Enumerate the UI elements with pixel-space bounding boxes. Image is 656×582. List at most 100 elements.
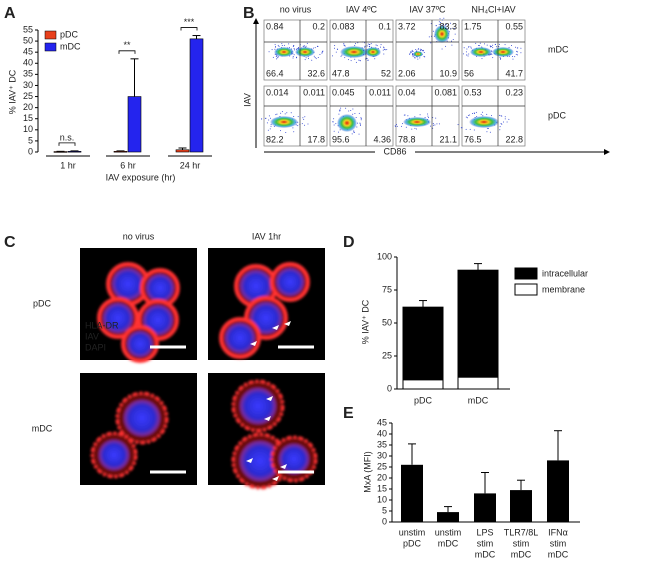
event-dot	[475, 111, 477, 113]
event-dot	[404, 114, 406, 116]
x-axis-label: IAV exposure (hr)	[106, 172, 176, 182]
event-dot	[313, 55, 315, 57]
event-dot	[338, 113, 340, 115]
stain-legend: DAPI	[85, 342, 106, 352]
column-header: IAV 4ºC	[346, 4, 378, 14]
y-tick-label: 0	[382, 516, 387, 526]
bar-segment	[402, 379, 444, 390]
event-dot	[489, 131, 491, 133]
density-blob	[270, 116, 298, 128]
column-header: no virus	[123, 231, 155, 241]
event-dot	[306, 42, 308, 44]
y-tick-label: 5	[382, 505, 387, 515]
event-dot	[358, 59, 360, 61]
nucleus	[127, 331, 153, 357]
event-dot	[511, 44, 513, 46]
event-dot	[396, 125, 398, 127]
event-dot	[293, 54, 295, 56]
event-dot	[302, 117, 304, 119]
event-dot	[463, 47, 465, 49]
event-dot	[414, 127, 416, 129]
event-dot	[443, 17, 445, 19]
event-dot	[274, 44, 276, 46]
column-header: IAV 37ºC	[409, 4, 446, 14]
event-dot	[354, 58, 356, 60]
event-dot	[261, 118, 263, 120]
quadrant-value: 2.06	[398, 68, 416, 78]
y-tick-label: 50	[382, 317, 392, 327]
event-dot	[436, 123, 438, 125]
flow-plot-frame	[263, 85, 328, 147]
quadrant-value: 0.1	[378, 21, 391, 31]
event-dot	[417, 48, 419, 50]
y-tick-label: 50	[23, 35, 33, 45]
event-dot	[356, 126, 358, 128]
event-dot	[411, 128, 413, 130]
y-tick-label: 100	[377, 251, 392, 261]
density-blob	[470, 47, 492, 57]
y-tick-label: 35	[23, 69, 33, 79]
quadrant-value: 83.3	[439, 21, 457, 31]
arrowhead	[250, 341, 257, 346]
y-tick-label: 30	[23, 80, 33, 90]
significance-bracket	[58, 142, 76, 146]
event-dot	[270, 117, 272, 119]
event-dot	[268, 51, 270, 53]
x-tick-label: stim	[513, 538, 530, 548]
event-dot	[344, 45, 346, 47]
event-dot	[499, 129, 501, 131]
nucleus	[279, 444, 309, 474]
event-dot	[516, 47, 518, 49]
quadrant-value: 0.53	[464, 87, 482, 97]
quadrant-value: 4.36	[373, 134, 391, 144]
event-dot	[363, 53, 365, 55]
quadrant-value: 32.6	[307, 68, 325, 78]
event-dot	[445, 24, 447, 26]
event-dot	[322, 50, 324, 52]
event-dot	[482, 111, 484, 113]
event-dot	[471, 112, 473, 114]
arrowhead	[246, 458, 253, 463]
event-dot	[360, 119, 362, 121]
arrowhead	[280, 464, 287, 469]
event-dot	[469, 128, 471, 130]
event-dot	[466, 48, 468, 50]
quadrant-value: 0.045	[332, 87, 355, 97]
event-dot	[499, 58, 501, 60]
event-dot	[499, 126, 501, 128]
event-dot	[517, 51, 519, 53]
event-dot	[286, 112, 288, 114]
event-dot	[350, 109, 352, 111]
legend-swatch	[514, 283, 538, 296]
event-dot	[419, 114, 421, 116]
event-dot	[352, 113, 354, 115]
event-dot	[285, 132, 287, 134]
event-dot	[419, 50, 421, 52]
density-blob	[492, 47, 514, 57]
bar	[510, 490, 532, 522]
bar	[437, 512, 459, 522]
event-dot	[321, 52, 323, 54]
event-dot	[290, 48, 292, 50]
event-dot	[511, 56, 513, 58]
event-dot	[367, 59, 369, 61]
event-dot	[343, 43, 345, 45]
event-dot	[520, 47, 522, 49]
x-tick-label: pDC	[403, 538, 422, 548]
quadrant-value: 0.011	[303, 87, 325, 97]
event-dot	[427, 115, 429, 117]
event-dot	[428, 117, 430, 119]
x-tick-label: mDC	[511, 549, 532, 559]
event-dot	[508, 55, 510, 57]
event-dot	[483, 43, 485, 45]
event-dot	[421, 49, 423, 51]
event-dot	[270, 125, 272, 127]
arrow-head	[253, 18, 259, 24]
density-blob	[365, 47, 381, 57]
event-dot	[414, 57, 416, 59]
event-dot	[498, 45, 500, 47]
event-dot	[499, 114, 501, 116]
event-dot	[410, 51, 412, 53]
event-dot	[315, 58, 317, 60]
